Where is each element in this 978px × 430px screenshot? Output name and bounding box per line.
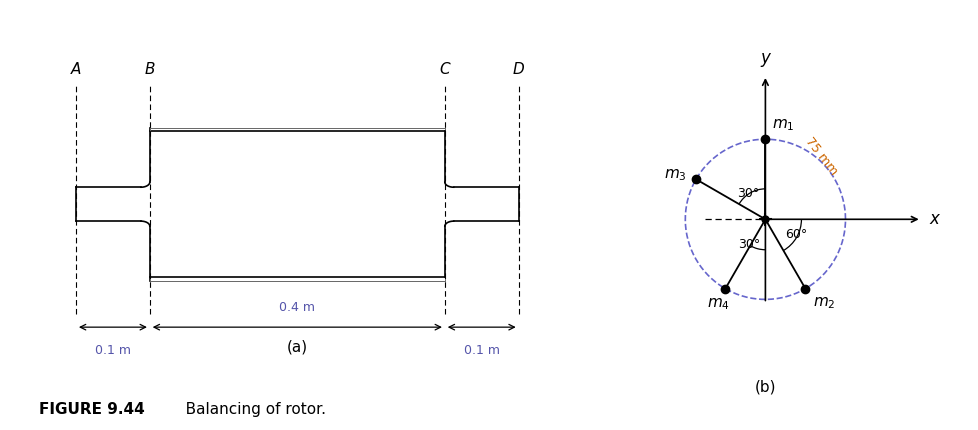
Text: (a): (a) <box>287 340 307 355</box>
Text: y: y <box>760 49 770 67</box>
Text: FIGURE 9.44: FIGURE 9.44 <box>39 402 145 417</box>
Text: $m_4$: $m_4$ <box>707 297 730 312</box>
Text: C: C <box>439 62 450 77</box>
Text: 30°: 30° <box>736 187 759 200</box>
Text: $m_1$: $m_1$ <box>771 117 793 133</box>
Text: 0.4 m: 0.4 m <box>279 301 315 314</box>
Text: $m_2$: $m_2$ <box>813 295 835 311</box>
Text: $m_3$: $m_3$ <box>663 167 686 183</box>
Text: x: x <box>929 210 939 228</box>
Text: Balancing of rotor.: Balancing of rotor. <box>171 402 326 417</box>
Text: 30°: 30° <box>737 238 760 251</box>
Text: D: D <box>512 62 524 77</box>
Text: (b): (b) <box>754 380 776 394</box>
Text: 0.1 m: 0.1 m <box>464 344 499 357</box>
Text: 60°: 60° <box>784 228 806 241</box>
Text: A: A <box>70 62 81 77</box>
Text: 0.1 m: 0.1 m <box>95 344 131 357</box>
Text: B: B <box>145 62 155 77</box>
Text: 75 mm: 75 mm <box>802 135 839 178</box>
